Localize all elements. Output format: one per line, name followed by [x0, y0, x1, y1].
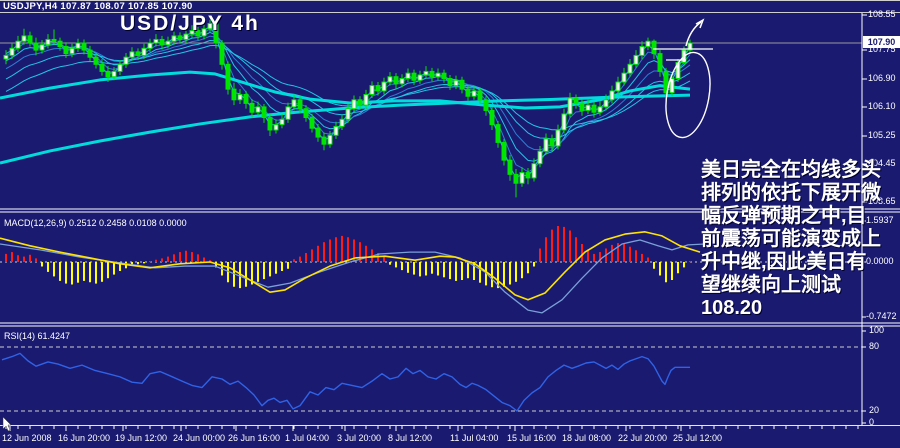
- rsi-axis-label: 100: [869, 325, 885, 335]
- annotation-line: 升中继,因此美日有: [701, 251, 867, 273]
- rsi-indicator-label: RSI(14) 61.4247: [4, 331, 71, 341]
- macd-indicator-label: MACD(12,26,9) 0.2512 0.2458 0.0108 0.000…: [4, 218, 187, 228]
- price-axis-label: 104.45: [868, 158, 896, 168]
- macd-axis-label: -0.7472: [866, 311, 897, 321]
- topbar-separator: [0, 12, 900, 13]
- time-axis-label: 8 Jul 12:00: [388, 433, 433, 443]
- macd-axis-label: 1.5937: [866, 215, 894, 225]
- symbol-ohlc-line: USDJPY,H4 107.87 108.07 107.85 107.90: [3, 1, 193, 12]
- annotation-line: 美日完全在均线多头: [701, 159, 881, 181]
- price-axis-label: 103.65: [868, 196, 896, 206]
- annotation-line: 排列的依托下展开微: [701, 182, 881, 204]
- time-axis-label: 1 Jul 04:00: [285, 433, 330, 443]
- rsi-axis-label: 20: [869, 405, 880, 415]
- annotation-line: 108.20: [701, 297, 763, 319]
- price-axis-label: 106.10: [868, 101, 896, 111]
- annotation-line: 望继续向上测试: [701, 274, 841, 296]
- time-axis-label: 12 Jun 2008: [2, 433, 52, 443]
- chart-watermark-title: USD/JPY 4h: [120, 12, 260, 35]
- price-axis-label: 106.90: [868, 73, 896, 83]
- rsi-axis-label: 0: [869, 417, 875, 427]
- macd-axis-label: 0.0000: [866, 256, 894, 266]
- price-axis-label: 105.25: [868, 130, 896, 140]
- current-price-badge: 107.90: [863, 36, 900, 48]
- time-axis-label: 3 Jul 20:00: [337, 433, 382, 443]
- rsi-axis-label: 80: [869, 341, 880, 351]
- analyst-annotation-text: 美日完全在均线多头 排列的依托下展开微 幅反弹预期之中,目 前震荡可能演变成上 …: [701, 159, 900, 320]
- time-axis-label: 15 Jul 16:00: [507, 433, 557, 443]
- window-top-border: [0, 0, 900, 1]
- time-axis-label: 26 Jun 16:00: [228, 433, 281, 443]
- time-axis-label: 25 Jul 12:00: [673, 433, 723, 443]
- annotation-line: 前震荡可能演变成上: [701, 228, 881, 250]
- time-axis-label: 19 Jun 12:00: [115, 433, 168, 443]
- time-axis-label: 16 Jun 20:00: [58, 433, 111, 443]
- annotation-line: 幅反弹预期之中,目: [701, 205, 867, 227]
- time-axis-label: 24 Jun 00:00: [173, 433, 226, 443]
- time-axis-label: 18 Jul 08:00: [562, 433, 612, 443]
- price-axis-label: 107.75: [868, 44, 896, 54]
- time-axis-label: 11 Jul 04:00: [450, 433, 499, 443]
- time-axis-label: 22 Jul 20:00: [618, 433, 668, 443]
- price-axis-label: 108.55: [868, 9, 896, 19]
